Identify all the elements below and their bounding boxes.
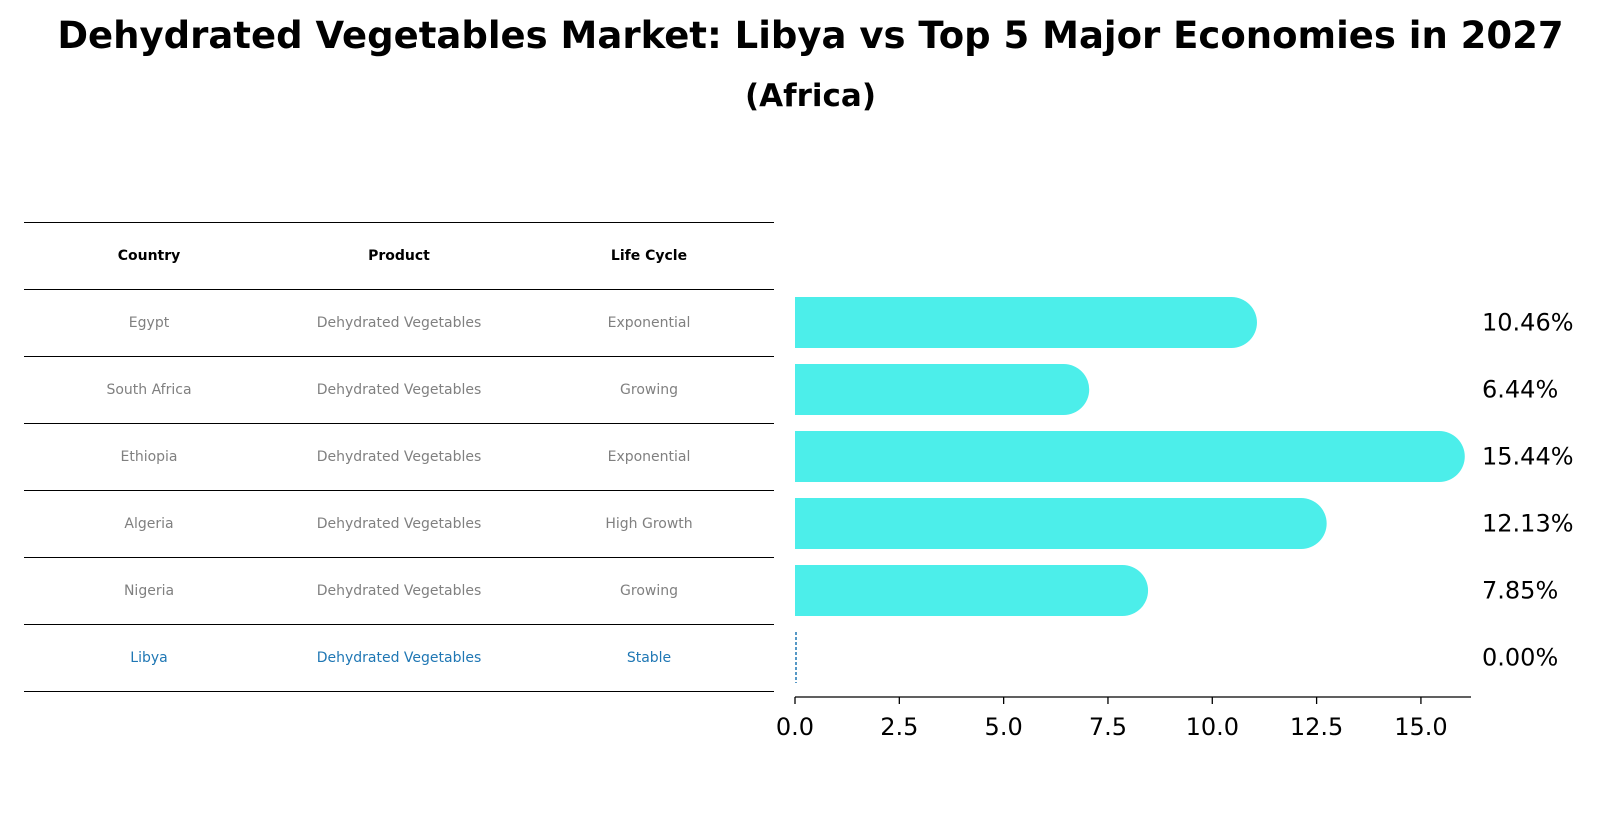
x-tick-label: 0.0: [776, 713, 814, 741]
table-cell-country: Egypt: [128, 314, 170, 331]
table-cell-product: Dehydrated Vegetables: [316, 448, 482, 465]
table-cell-product: Dehydrated Vegetables: [316, 314, 482, 331]
data-label: 15.44%: [1482, 443, 1574, 471]
table-rule: [24, 691, 774, 692]
table-cell-country: Nigeria: [123, 582, 175, 599]
table-rule: [24, 557, 774, 558]
table-rule: [24, 423, 774, 424]
table-rule: [24, 289, 774, 290]
table-cell-product: Dehydrated Vegetables: [316, 381, 482, 398]
table-cell-life-cycle: Exponential: [607, 448, 691, 465]
table-cell-life-cycle: Exponential: [607, 314, 691, 331]
bar: [795, 364, 1090, 415]
table-cell-life-cycle: Growing: [620, 582, 678, 599]
table-cell-life-cycle: Stable: [626, 649, 672, 666]
bar: [795, 498, 1327, 549]
x-tick-label: 15.0: [1394, 713, 1447, 741]
x-tick-label: 12.5: [1290, 713, 1343, 741]
table-cell-product: Dehydrated Vegetables: [316, 649, 482, 666]
header-product: Product: [368, 247, 430, 264]
table-row: Egypt Dehydrated Vegetables Exponential: [24, 289, 774, 356]
table-cell-life-cycle: Growing: [620, 381, 678, 398]
x-tick-label: 7.5: [1089, 713, 1127, 741]
chart-title: Dehydrated Vegetables Market: Libya vs T…: [57, 14, 1564, 57]
bar: [795, 431, 1465, 482]
table-cell-country: Libya: [130, 649, 168, 666]
table-cell-product: Dehydrated Vegetables: [316, 515, 482, 532]
data-label: 10.46%: [1482, 309, 1574, 337]
table-row: South Africa Dehydrated Vegetables Growing: [24, 356, 774, 423]
table-cell-country: South Africa: [106, 381, 192, 398]
chart-subtitle: (Africa): [744, 78, 877, 114]
table-row: Ethiopia Dehydrated Vegetables Exponential: [24, 423, 774, 490]
x-tick-label: 10.0: [1186, 713, 1239, 741]
table-row: Libya Dehydrated Vegetables Stable: [24, 624, 774, 691]
table-cell-life-cycle: High Growth: [605, 515, 693, 532]
table-rule: [24, 356, 774, 357]
header-life-cycle: Life Cycle: [610, 247, 688, 264]
x-tick-label: 2.5: [880, 713, 918, 741]
bar: [795, 565, 1149, 616]
data-label: 12.13%: [1482, 510, 1574, 538]
table-header-row: Country Product Life Cycle: [24, 222, 774, 289]
data-label: 0.00%: [1482, 644, 1558, 672]
table-rule: [24, 490, 774, 491]
table-row: Algeria Dehydrated Vegetables High Growth: [24, 490, 774, 557]
header-country: Country: [117, 247, 181, 264]
table-cell-product: Dehydrated Vegetables: [316, 582, 482, 599]
table-row: Nigeria Dehydrated Vegetables Growing: [24, 557, 774, 624]
bar: [795, 297, 1257, 348]
table-rule: [24, 222, 774, 223]
data-label: 7.85%: [1482, 577, 1558, 605]
x-tick-label: 5.0: [985, 713, 1023, 741]
table-cell-country: Ethiopia: [120, 448, 178, 465]
data-label: 6.44%: [1482, 376, 1558, 404]
table-cell-country: Algeria: [124, 515, 174, 532]
table-rule: [24, 624, 774, 625]
